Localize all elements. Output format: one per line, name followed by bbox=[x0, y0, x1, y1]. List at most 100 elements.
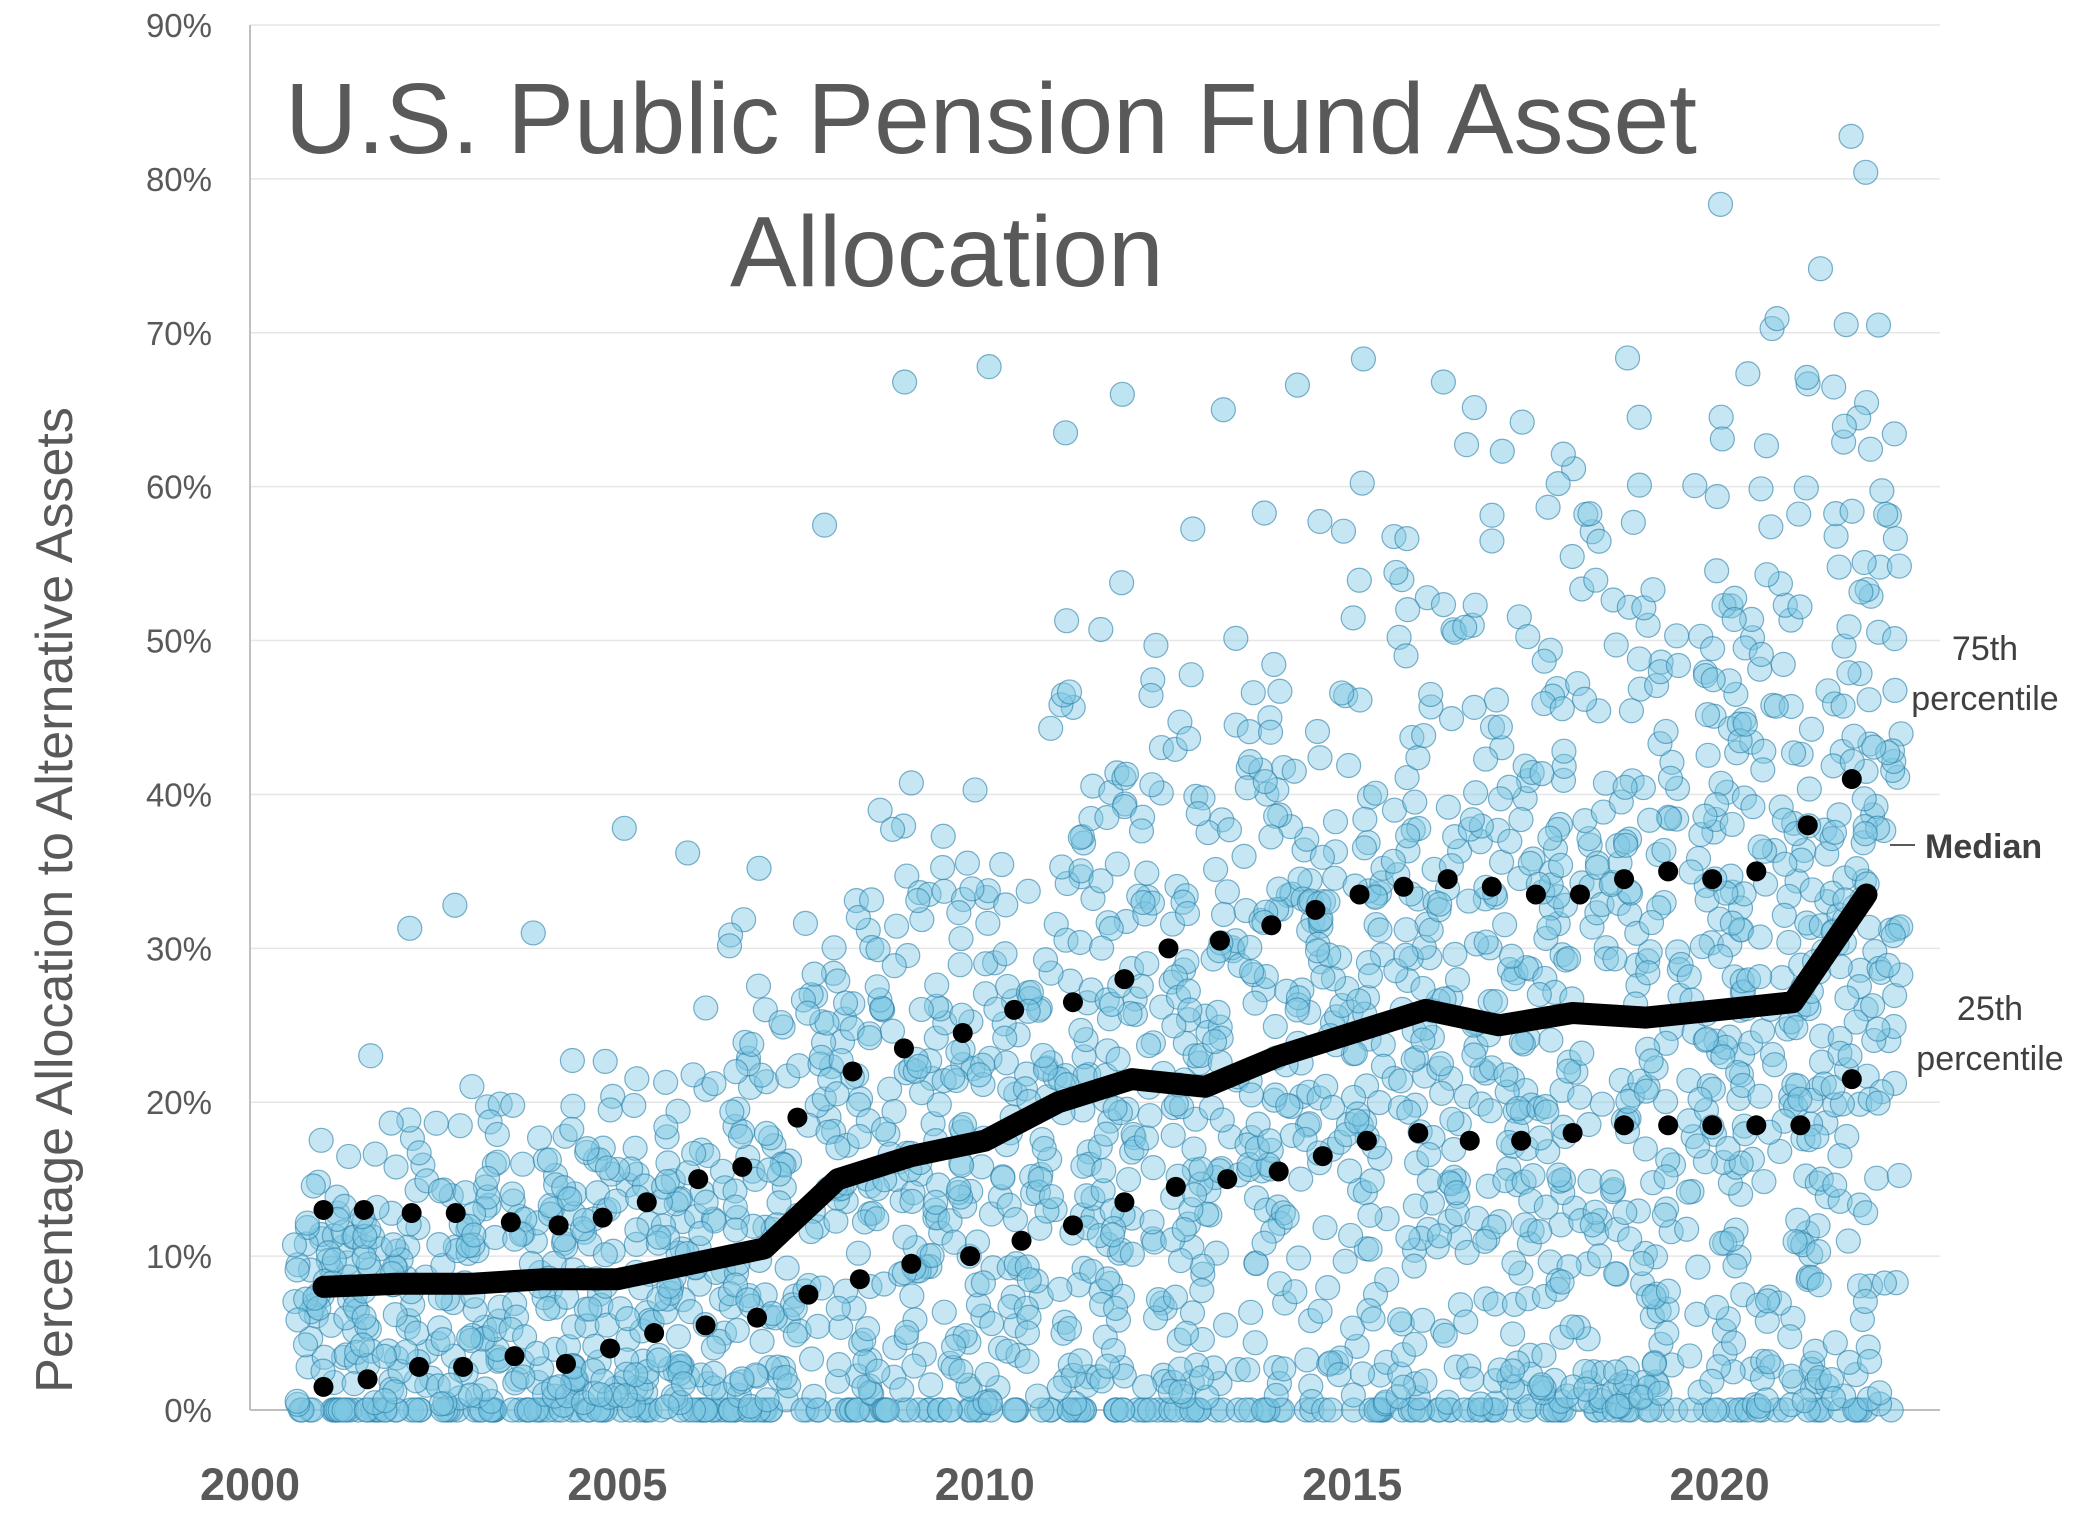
data-point bbox=[1252, 768, 1278, 795]
data-point bbox=[1320, 966, 1347, 992]
data-point bbox=[1134, 860, 1160, 886]
data-point bbox=[1180, 516, 1206, 542]
data-point bbox=[1287, 866, 1313, 892]
data-point bbox=[1822, 1172, 1848, 1198]
data-point bbox=[1148, 734, 1175, 761]
data-point bbox=[1340, 605, 1366, 631]
data-point bbox=[654, 1124, 680, 1150]
data-point bbox=[753, 1120, 780, 1146]
data-point bbox=[1479, 714, 1506, 740]
data-point bbox=[924, 972, 950, 998]
data-point bbox=[1367, 1362, 1393, 1388]
data-point bbox=[1396, 1099, 1422, 1125]
data-point bbox=[1618, 698, 1645, 724]
data-point bbox=[1881, 421, 1907, 447]
data-point bbox=[1747, 924, 1773, 950]
data-point bbox=[569, 1216, 596, 1242]
data-point bbox=[1067, 929, 1093, 956]
data-point bbox=[498, 1316, 524, 1343]
data-point bbox=[1493, 1062, 1519, 1088]
data-point bbox=[1418, 681, 1444, 708]
data-point bbox=[295, 1354, 321, 1380]
data-point bbox=[852, 1349, 878, 1375]
data-point bbox=[1102, 1095, 1128, 1122]
data-point bbox=[1216, 817, 1243, 843]
data-point bbox=[1257, 1128, 1283, 1154]
data-point bbox=[351, 1304, 377, 1331]
data-point bbox=[1237, 749, 1263, 775]
data-point bbox=[1369, 870, 1395, 896]
data-point bbox=[1152, 1295, 1178, 1321]
data-point bbox=[1322, 839, 1349, 865]
data-point bbox=[1119, 1241, 1146, 1267]
data-point bbox=[414, 1168, 440, 1194]
data-point bbox=[624, 1066, 650, 1092]
data-point bbox=[1395, 823, 1421, 849]
data-point bbox=[1188, 1365, 1215, 1391]
data-point bbox=[901, 1353, 927, 1379]
data-point bbox=[877, 1076, 903, 1102]
data-point bbox=[1700, 667, 1726, 693]
data-point bbox=[895, 942, 921, 969]
data-point bbox=[1427, 891, 1453, 917]
data-point bbox=[990, 1165, 1016, 1191]
data-point bbox=[727, 1123, 754, 1150]
data-point bbox=[536, 1147, 562, 1173]
data-point bbox=[946, 1176, 972, 1202]
data-point bbox=[612, 1383, 638, 1409]
data-point bbox=[1674, 1216, 1700, 1242]
data-point bbox=[1682, 473, 1708, 499]
data-point bbox=[735, 1287, 761, 1313]
data-point bbox=[482, 1224, 508, 1251]
data-point bbox=[786, 1053, 812, 1079]
data-point bbox=[1307, 745, 1333, 771]
data-point bbox=[845, 1240, 872, 1266]
data-point bbox=[940, 1334, 967, 1360]
data-point bbox=[1492, 912, 1518, 938]
data-point bbox=[352, 1223, 378, 1249]
data-point bbox=[1457, 816, 1483, 842]
data-point bbox=[1444, 967, 1471, 993]
data-point bbox=[590, 1368, 616, 1394]
data-point bbox=[992, 1025, 1018, 1051]
data-point bbox=[311, 1344, 337, 1370]
data-point bbox=[1830, 693, 1856, 719]
data-point bbox=[294, 1210, 320, 1236]
data-point bbox=[865, 937, 891, 963]
data-point bbox=[430, 1327, 456, 1353]
data-point bbox=[1267, 678, 1293, 704]
data-point bbox=[1095, 1353, 1121, 1379]
data-point bbox=[1740, 794, 1766, 820]
data-point bbox=[889, 1377, 915, 1403]
p25-point bbox=[504, 1346, 525, 1367]
data-point bbox=[1288, 1166, 1314, 1192]
data-point bbox=[1068, 1017, 1094, 1043]
data-point bbox=[770, 1014, 796, 1040]
data-point bbox=[1442, 824, 1468, 850]
data-point bbox=[795, 1000, 821, 1026]
data-point bbox=[864, 1206, 890, 1232]
data-point bbox=[1138, 682, 1164, 709]
data-point bbox=[1520, 1162, 1546, 1189]
y-axis-label: Percentage Allocation to Alternative Ass… bbox=[26, 407, 84, 1393]
data-point bbox=[1556, 1058, 1582, 1084]
data-point bbox=[1104, 851, 1130, 877]
data-point bbox=[826, 1352, 852, 1378]
data-point bbox=[1559, 1314, 1585, 1340]
data-point bbox=[1104, 760, 1130, 786]
data-point bbox=[465, 1383, 491, 1409]
data-point bbox=[500, 1092, 526, 1118]
data-point bbox=[1492, 1167, 1518, 1194]
data-point bbox=[1603, 632, 1629, 658]
data-point bbox=[1526, 981, 1552, 1008]
data-point bbox=[623, 1231, 649, 1257]
data-point bbox=[1307, 508, 1333, 535]
data-point bbox=[552, 1123, 578, 1149]
data-point bbox=[1263, 1382, 1289, 1409]
data-point bbox=[1234, 1132, 1260, 1158]
data-point bbox=[977, 1390, 1004, 1416]
data-point bbox=[1473, 746, 1499, 772]
data-point bbox=[782, 1322, 808, 1348]
data-point bbox=[284, 1388, 310, 1414]
data-point bbox=[893, 1060, 919, 1086]
